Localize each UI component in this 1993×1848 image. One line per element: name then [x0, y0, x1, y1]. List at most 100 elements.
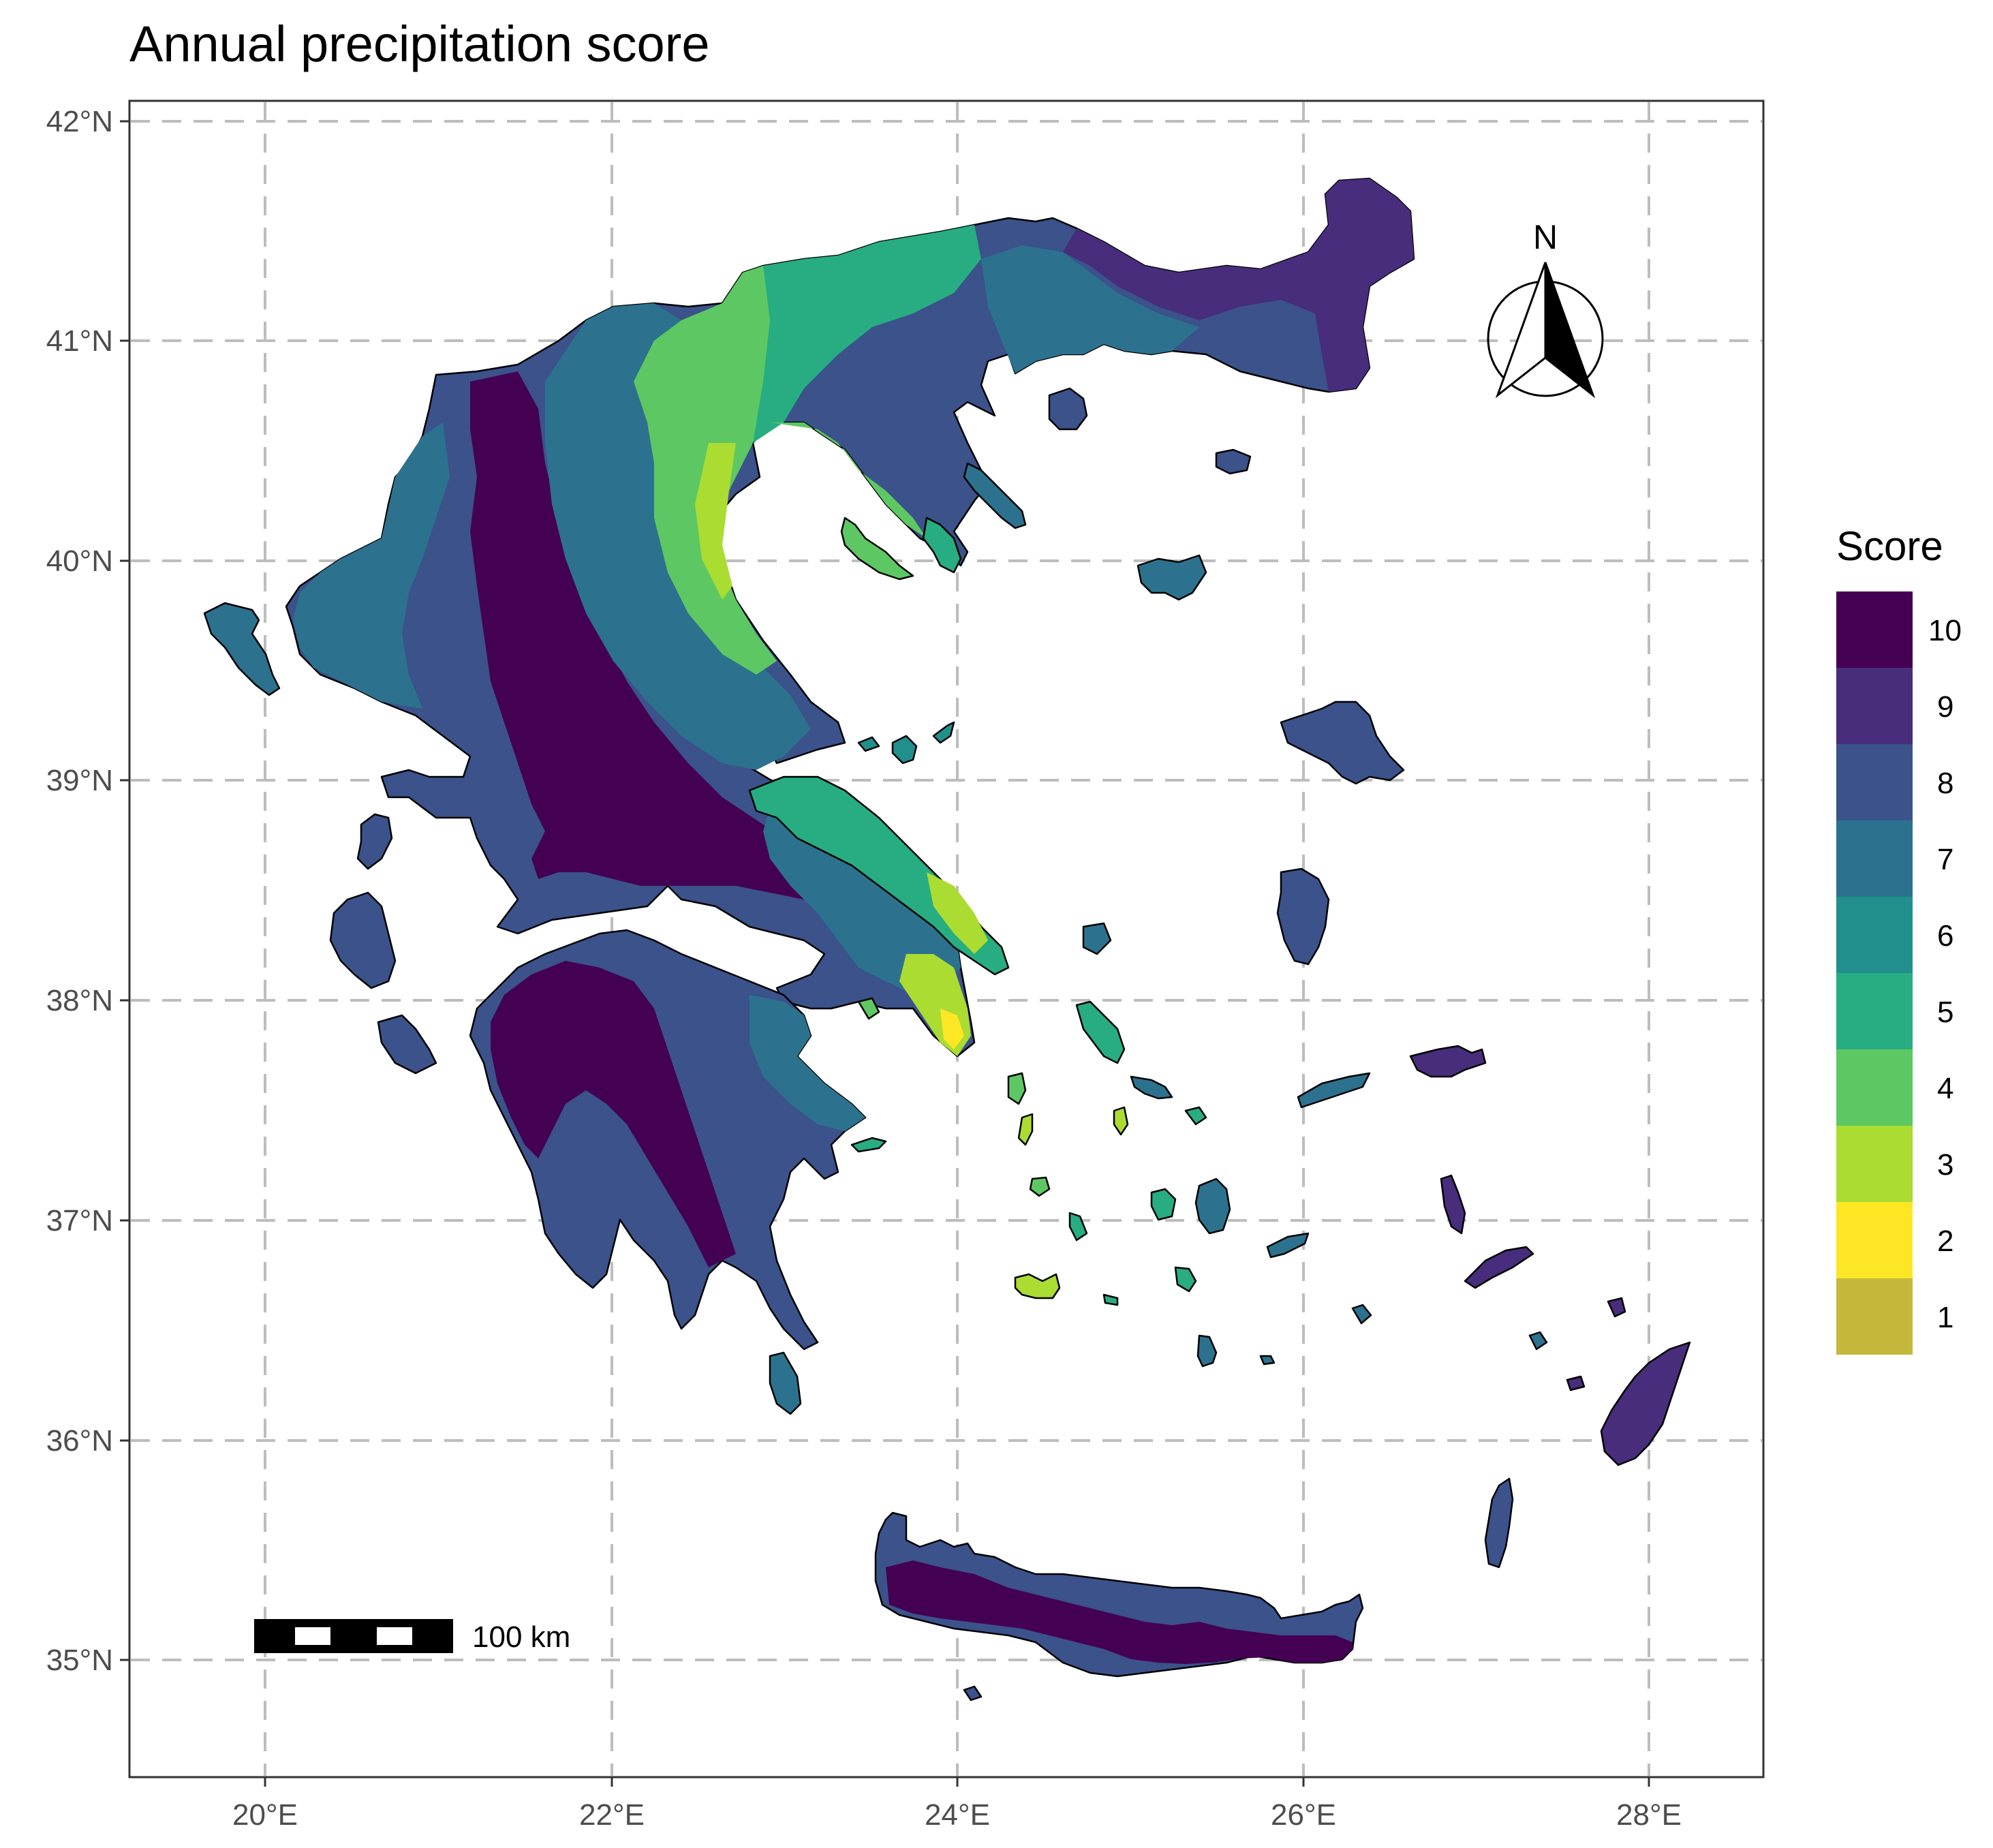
lesbos [1280, 700, 1405, 785]
rhodes [1600, 1341, 1691, 1466]
legend-swatch [1836, 1202, 1913, 1278]
legend-label: 4 [1937, 1072, 1953, 1105]
legend-swatch [1836, 1126, 1913, 1202]
y-tick-label: 40°N [46, 544, 113, 578]
y-tick-label: 37°N [46, 1204, 113, 1237]
nisyros [1528, 1331, 1548, 1351]
leros [1440, 1174, 1466, 1235]
legend-label: 10 [1928, 614, 1962, 647]
folegandros [1102, 1293, 1119, 1306]
y-tick-label: 42°N [46, 105, 113, 138]
lemnos [1137, 554, 1207, 601]
macedonia-band [753, 225, 981, 443]
ikaria [1297, 1072, 1371, 1109]
western-strip [293, 422, 450, 709]
x-tick-label: 22°E [579, 1798, 645, 1832]
legend-labels: 10 9 8 7 6 5 4 3 2 1 [1928, 614, 1962, 1334]
legend-label: 9 [1937, 690, 1953, 724]
paros [1150, 1188, 1177, 1221]
athos [963, 462, 1027, 529]
evia-dry [927, 872, 988, 954]
mykonos [1184, 1106, 1207, 1126]
chalkidiki-region [770, 422, 927, 538]
y-tick-label: 39°N [46, 764, 113, 797]
scale-bar: 100 km [254, 1619, 570, 1654]
milos [1014, 1273, 1061, 1299]
karpathos [1484, 1477, 1514, 1569]
thasos [1048, 387, 1088, 431]
skyros [1082, 922, 1112, 955]
serifos [1029, 1176, 1051, 1197]
hydra [850, 1137, 887, 1153]
legend-swatch [1836, 591, 1913, 668]
legend-swatch [1836, 744, 1913, 820]
legend-label: 6 [1937, 919, 1953, 953]
thrace-mix [1063, 179, 1414, 392]
kythira [769, 1351, 802, 1415]
map-title: Annual precipitation score [129, 16, 710, 72]
alonissos [932, 721, 955, 744]
skiathos [857, 736, 880, 752]
x-axis-labels: 20°E 22°E 24°E 26°E 28°E [232, 1798, 1682, 1832]
kefalonia [329, 891, 397, 989]
x-tick-label: 20°E [232, 1798, 298, 1832]
syros [1113, 1106, 1129, 1136]
y-axis-labels: 42°N 41°N 40°N 39°N 38°N 37°N 36°N 35°N [46, 105, 113, 1677]
legend-label: 7 [1937, 843, 1953, 876]
thrace-light [981, 245, 1199, 373]
legend-label: 8 [1937, 767, 1953, 800]
scale-bar-label: 100 km [472, 1620, 570, 1654]
santorini [1196, 1334, 1218, 1368]
anafi [1259, 1355, 1276, 1366]
kea [1007, 1072, 1027, 1105]
y-tick-label: 36°N [46, 1424, 113, 1458]
north-arrow-right-half [1544, 262, 1596, 399]
legend-swatch [1836, 668, 1913, 744]
legend-label: 3 [1937, 1148, 1953, 1182]
x-tick-label: 26°E [1271, 1798, 1336, 1832]
corfu [203, 602, 281, 696]
samothrace [1215, 448, 1252, 475]
tilos [1566, 1375, 1586, 1391]
sifnos [1068, 1212, 1088, 1242]
peloponnese-dark [491, 961, 736, 1267]
skopelos [891, 735, 918, 765]
kassandra [840, 517, 914, 581]
legend-swatch [1836, 973, 1913, 1049]
legend: Score 10 9 8 7 6 5 4 3 2 1 [1836, 523, 1962, 1355]
pindus-dark [470, 371, 886, 913]
legend-swatches [1836, 591, 1913, 1355]
legend-swatch [1836, 1049, 1913, 1126]
legend-swatch [1836, 1278, 1913, 1355]
chios [1276, 867, 1330, 966]
andros [1075, 1000, 1126, 1064]
aegina [857, 997, 880, 1020]
thessaly-dry [695, 443, 736, 600]
legend-swatch [1836, 897, 1913, 973]
axis-ticks [120, 120, 1650, 1787]
north-arrow-label: N [1533, 218, 1558, 256]
tinos [1130, 1075, 1173, 1100]
north-arrow: N [1487, 218, 1604, 399]
peloponnese-east [750, 995, 865, 1131]
samos [1409, 1045, 1487, 1078]
naxos [1194, 1177, 1231, 1235]
y-tick-label: 38°N [46, 984, 113, 1017]
y-tick-label: 41°N [46, 324, 113, 358]
y-tick-label: 35°N [46, 1644, 113, 1677]
kythnos [1017, 1113, 1034, 1146]
x-tick-label: 24°E [925, 1798, 990, 1832]
legend-title: Score [1836, 523, 1943, 569]
legend-label: 5 [1937, 996, 1953, 1029]
zakynthos [377, 1014, 437, 1075]
legend-swatch [1836, 820, 1913, 897]
kos [1464, 1246, 1534, 1289]
amorgos [1266, 1232, 1310, 1259]
greece-land [203, 177, 1691, 1701]
evia [748, 775, 1010, 976]
gavdos [963, 1685, 983, 1701]
lefkada [356, 813, 393, 870]
attica-core [940, 1008, 964, 1049]
legend-label: 1 [1937, 1301, 1953, 1334]
